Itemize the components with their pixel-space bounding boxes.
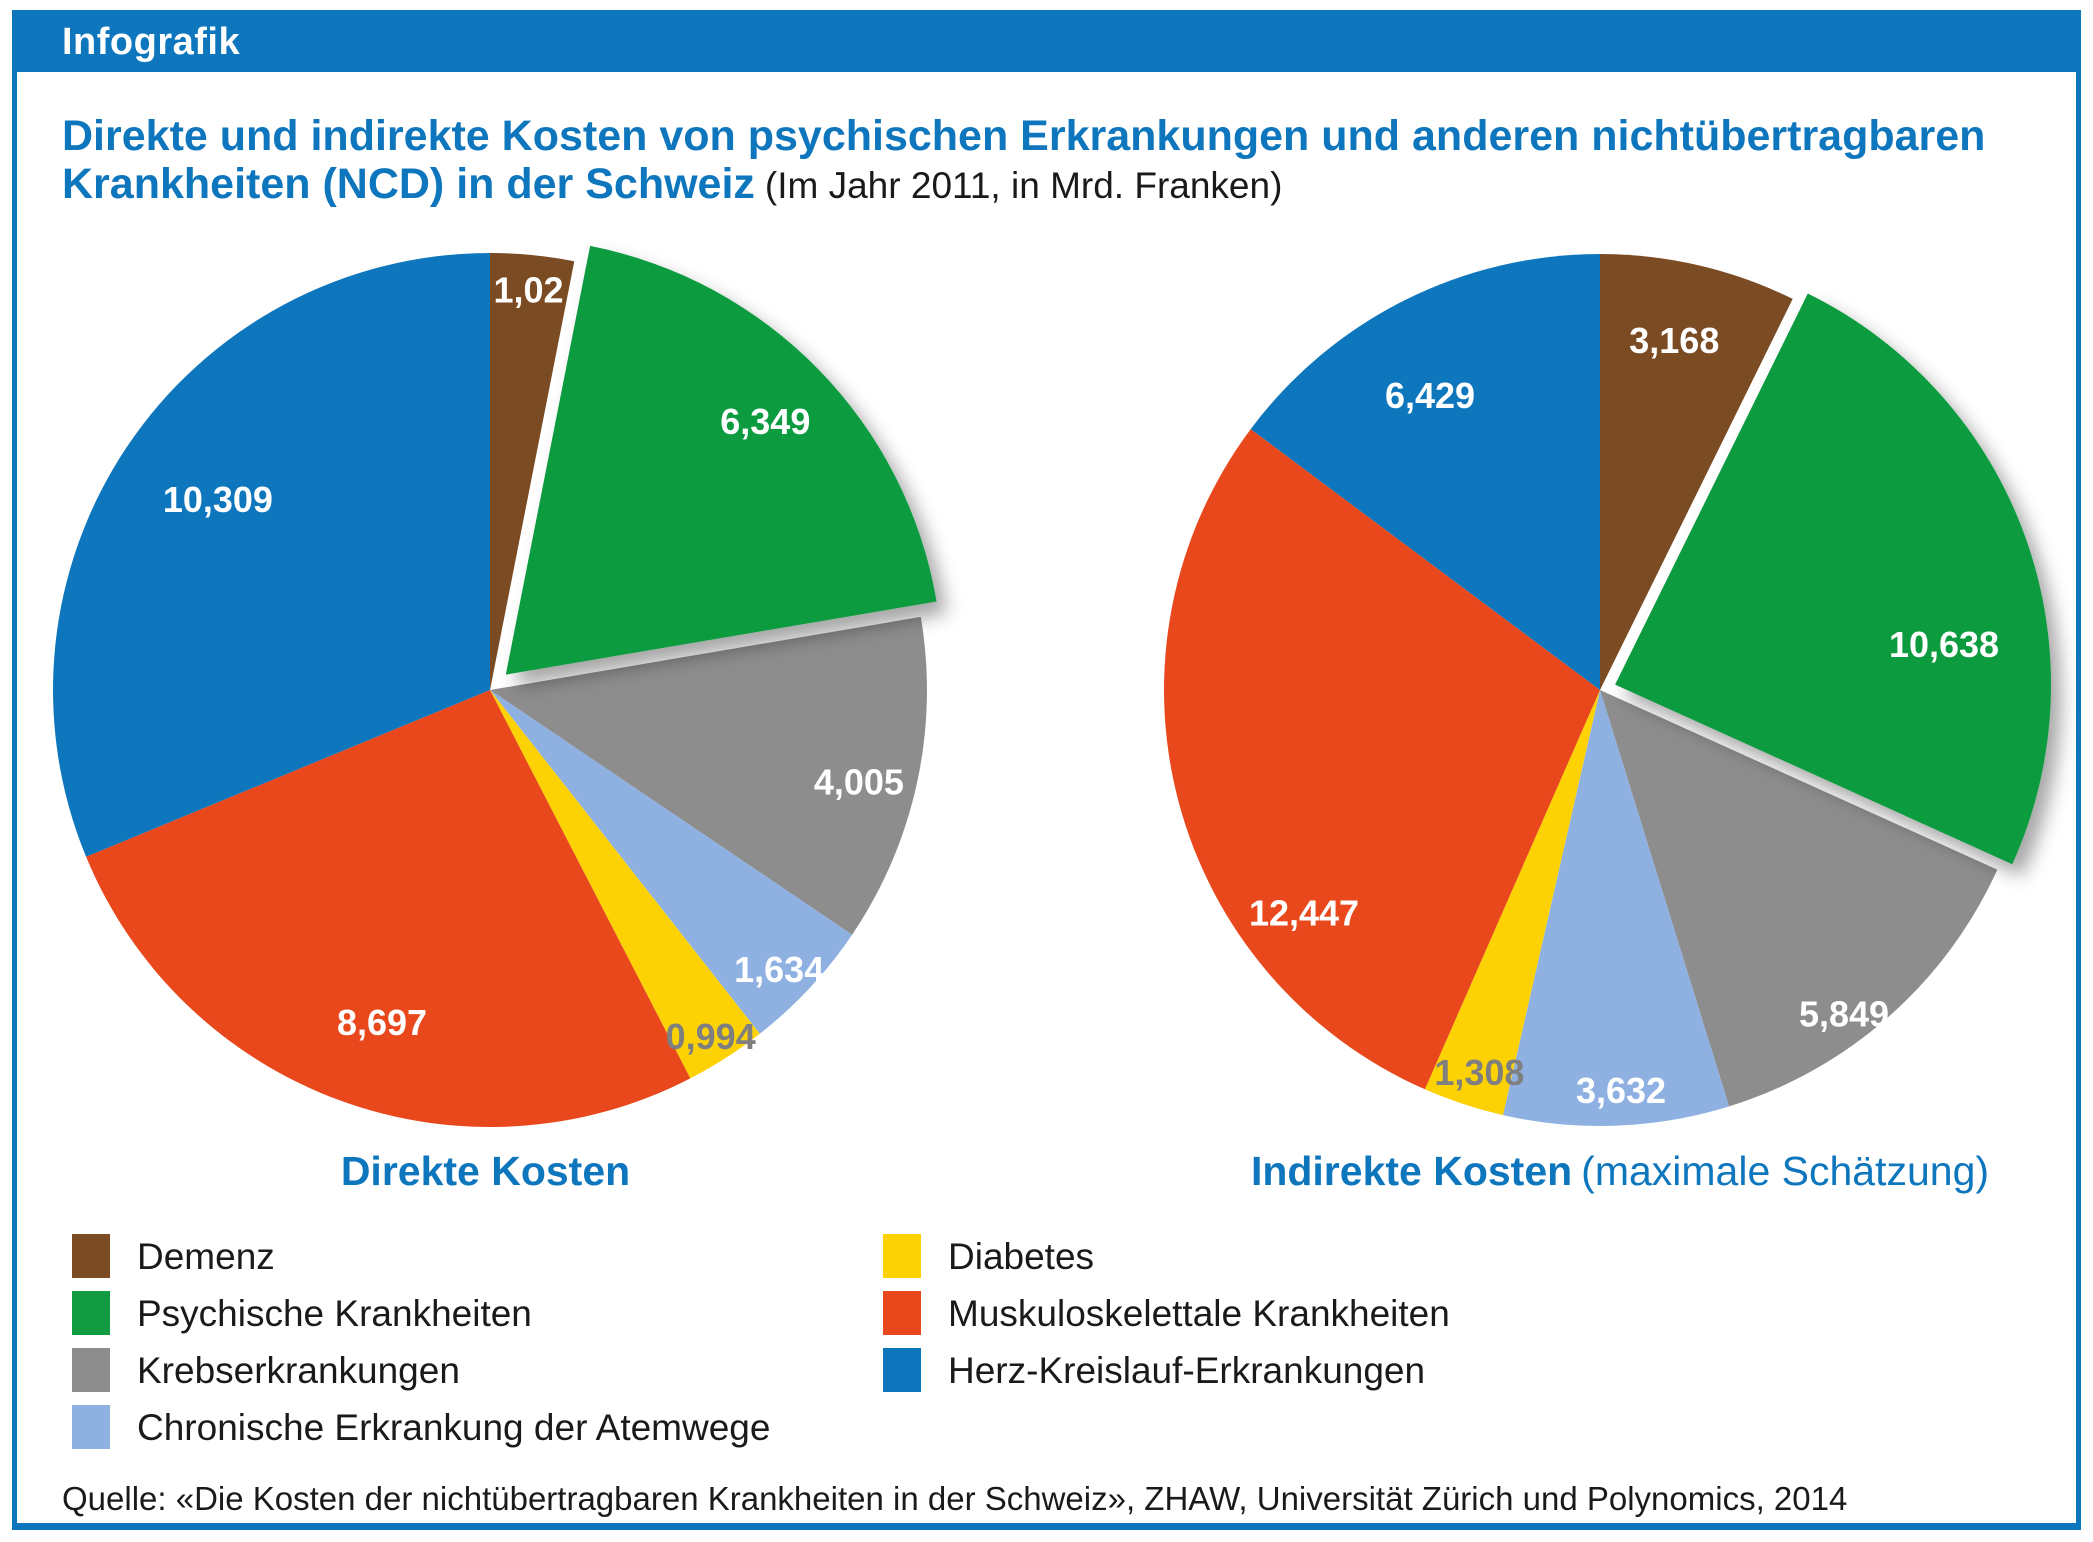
- chart-title: Direkte und indirekte Kosten von psychis…: [62, 112, 2052, 210]
- legend-color-swatch: [883, 1234, 921, 1278]
- legend-label: Diabetes: [948, 1236, 1095, 1277]
- legend-color-swatch: [72, 1348, 110, 1392]
- header-bar: Infografik: [12, 10, 2081, 72]
- slice-value-label: 12,447: [1249, 893, 1359, 934]
- frame-border-left: [12, 72, 17, 1523]
- indirect-costs-caption-bold: Indirekte Kosten: [1250, 1148, 1573, 1194]
- legend-label: Krebserkrankungen: [137, 1350, 460, 1391]
- pie-slice-direct-2: [505, 245, 937, 675]
- chart-title-line2-bold: Krankheiten (NCD) in der Schweiz: [62, 160, 755, 208]
- slice-value-label: 10,309: [163, 479, 273, 520]
- legend-label: Herz-Kreislauf-Erkrankungen: [948, 1350, 1426, 1391]
- pie-slice-indirect-6: [1164, 429, 1600, 1090]
- chart-title-line1: Direkte und indirekte Kosten von psychis…: [62, 112, 1986, 160]
- slice-value-label: 4,005: [814, 762, 904, 803]
- pie-slice-direct-4: [490, 690, 853, 1034]
- slice-value-label: 6,349: [720, 401, 810, 442]
- legend-color-swatch: [72, 1234, 110, 1278]
- legend-color-swatch: [72, 1291, 110, 1335]
- chart-title-line2: Krankheiten (NCD) in der Schweiz (Im Jahr…: [62, 160, 2052, 210]
- pie-slice-direct-3: [490, 616, 927, 935]
- legend-color-swatch: [72, 1405, 110, 1449]
- slice-value-label: 0,994: [666, 1016, 756, 1057]
- pie-slice-indirect-1: [1600, 254, 1793, 690]
- direct-costs-caption-bold: Direkte Kosten: [340, 1148, 631, 1194]
- chart-title-note: (Im Jahr 2011, in Mrd. Franken): [764, 165, 1283, 206]
- legend-label: Demenz: [137, 1236, 275, 1277]
- header-title: Infografik: [62, 21, 241, 63]
- slice-value-label: 1,634: [734, 949, 824, 990]
- slice-value-label: 1,02: [493, 269, 563, 310]
- frame-border-right: [2076, 72, 2081, 1523]
- pie-slice-indirect-2: [1615, 293, 2052, 865]
- pie-slice-indirect-7: [1250, 254, 1600, 690]
- legend-label: Psychische Krankheiten: [137, 1293, 532, 1334]
- legend-label: Chronische Erkrankung der Atemwege: [137, 1407, 771, 1448]
- pie-slice-indirect-5: [1424, 690, 1600, 1116]
- pie-slice-indirect-3: [1600, 690, 1998, 1107]
- pie-slice-indirect-4: [1503, 690, 1730, 1126]
- pie-slice-direct-7: [53, 253, 490, 857]
- source-line: Quelle: «Die Kosten der nichtübertragbar…: [62, 1480, 1848, 1517]
- slice-value-label: 5,849: [1799, 993, 1889, 1034]
- pie-slice-direct-1: [490, 253, 575, 690]
- slice-value-label: 8,697: [337, 1002, 427, 1043]
- slice-value-label: 6,429: [1385, 375, 1475, 416]
- direct-costs-caption: Direkte Kosten: [0, 1148, 980, 1195]
- indirect-costs-pie: 3,168 10,638 5,849 3,632 1,308 12,447 6,429: [1164, 254, 2052, 1126]
- direct-costs-pie: 1,02 6,349 4,005 1,634 0,994 8,697 10,309: [53, 245, 937, 1127]
- legend-color-swatch: [883, 1291, 921, 1335]
- pie-slice-direct-5: [490, 690, 760, 1079]
- slice-value-label: 10,638: [1889, 624, 1999, 665]
- legend-label: Muskuloskelettale Krankheiten: [948, 1293, 1450, 1334]
- pie-slice-direct-6: [86, 690, 691, 1127]
- legend-color-swatch: [883, 1348, 921, 1392]
- indirect-costs-caption-note: (maximale Schätzung): [1581, 1148, 1990, 1194]
- slice-value-label: 3,632: [1576, 1070, 1666, 1111]
- slice-value-label: 3,168: [1629, 320, 1719, 361]
- frame-border-bottom: [12, 1523, 2081, 1530]
- indirect-costs-caption: Indirekte Kosten (maximale Schätzung): [1130, 1148, 2093, 1195]
- slice-value-label: 1,308: [1434, 1052, 1524, 1093]
